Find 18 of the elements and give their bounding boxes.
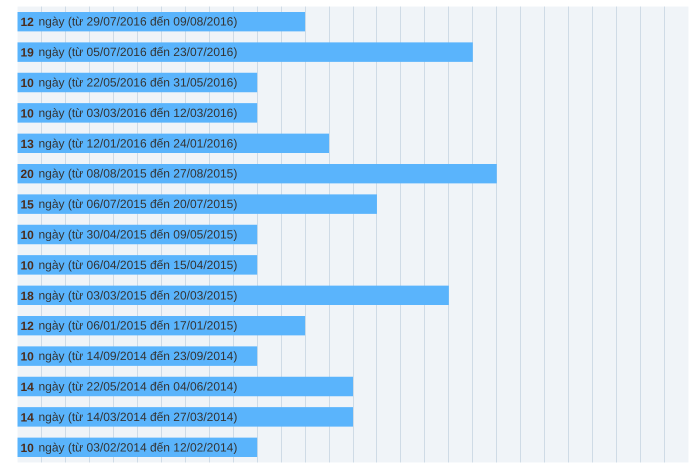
data-label: 13 ngày (từ 12/01/2016 đến 24/01/2016) <box>20 136 238 151</box>
data-label: 10 ngày (từ 22/05/2016 đến 31/05/2016) <box>20 76 238 90</box>
data-label: 12 ngày (từ 06/01/2015 đến 17/01/2015) <box>20 318 238 334</box>
data-label: 10 ngày (từ 03/03/2016 đến 12/03/2016) <box>20 106 238 120</box>
bar <box>18 42 473 62</box>
data-label: 14 ngày (từ 22/05/2014 đến 04/06/2014) <box>20 380 238 394</box>
data-label: 14 ngày (từ 14/03/2014 đến 27/03/2014) <box>20 410 238 424</box>
data-label: 10 ngày (từ 14/09/2014 đến 23/09/2014) <box>20 349 238 364</box>
data-label: 10 ngày (từ 06/04/2015 đến 15/04/2015) <box>20 258 238 272</box>
bar <box>18 286 449 306</box>
data-label: 19 ngày (từ 05/07/2016 đến 23/07/2016) <box>20 45 238 60</box>
data-label: 12 ngày (từ 29/07/2016 đến 09/08/2016) <box>20 14 238 30</box>
data-label: 15 ngày (từ 06/07/2015 đến 20/07/2015) <box>20 197 238 212</box>
bar <box>18 164 497 184</box>
data-label: 20 ngày (từ 08/08/2015 đến 27/08/2015) <box>20 166 238 182</box>
data-label: 18 ngày (từ 03/03/2015 đến 20/03/2015) <box>20 288 238 303</box>
data-label: 10 ngày (từ 03/02/2014 đến 12/02/2014) <box>20 440 238 455</box>
data-label: 10 ngày (từ 30/04/2015 đến 09/05/2015) <box>20 228 238 242</box>
